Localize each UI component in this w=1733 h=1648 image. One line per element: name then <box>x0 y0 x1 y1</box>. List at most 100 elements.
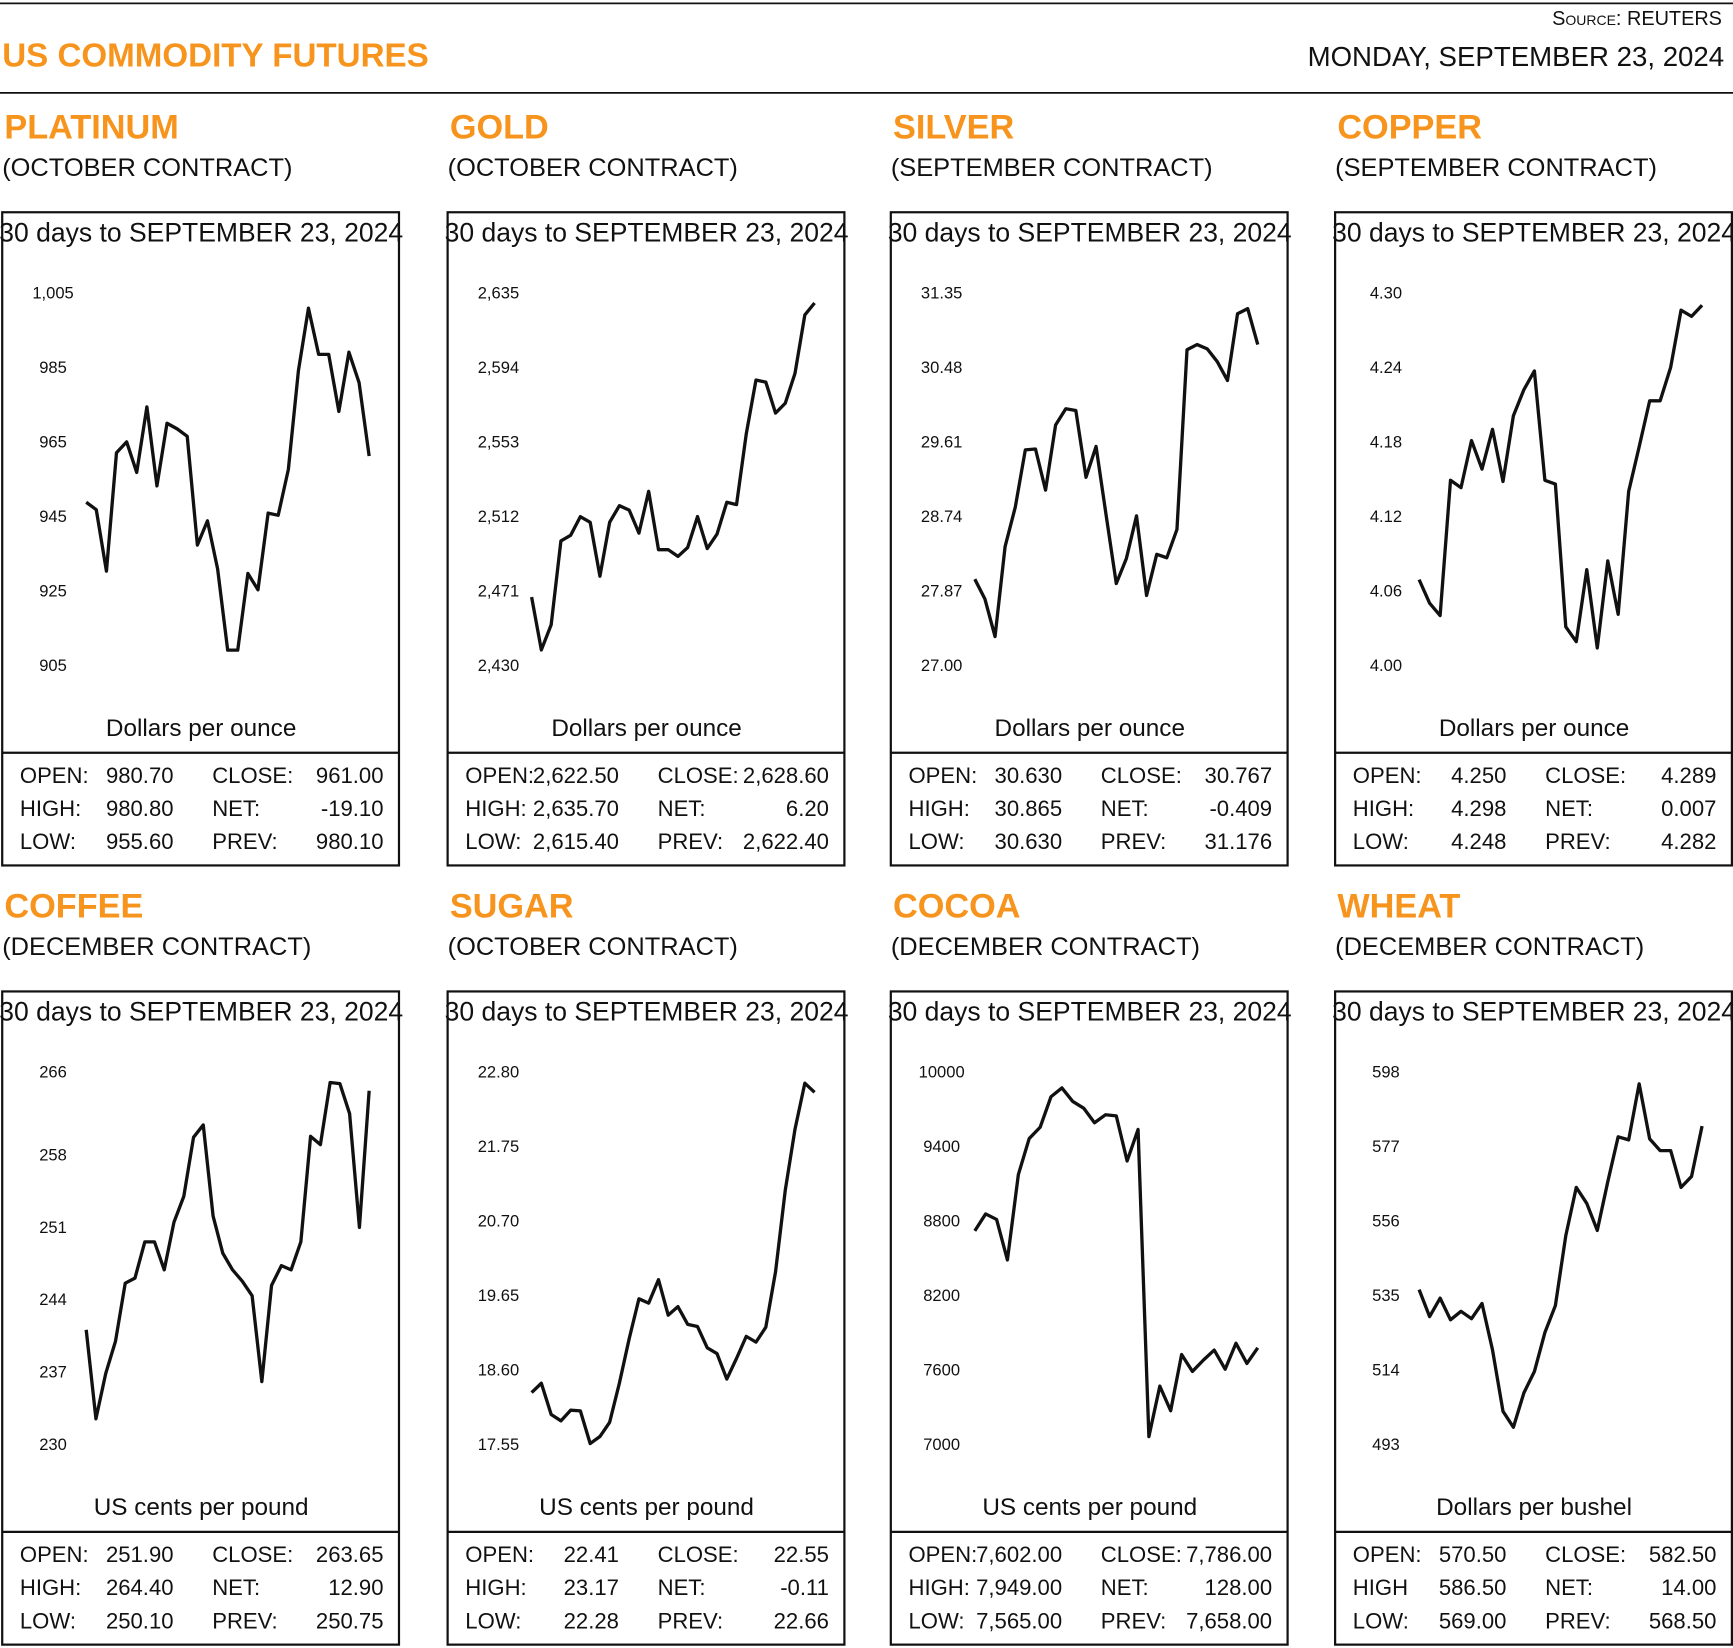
y-tick-label: 925 <box>39 581 67 600</box>
stat-value: 2,635.70 <box>533 796 619 821</box>
stat-value: 980.10 <box>316 829 384 854</box>
stat-value: 980.70 <box>106 763 174 788</box>
y-axis-label: US cents per pound <box>94 1494 309 1521</box>
stat-label: PREV: <box>1101 1608 1166 1633</box>
period: 30 days to SEPTEMBER 23, 2024 <box>888 997 1292 1027</box>
stat-value: 568.50 <box>1649 1608 1717 1633</box>
stat-value: 582.50 <box>1649 1542 1717 1567</box>
y-tick-label: 4.18 <box>1370 432 1402 451</box>
stat-value: 961.00 <box>316 763 384 788</box>
stat-value: 30.865 <box>995 796 1063 821</box>
y-axis-label: Dollars per ounce <box>1439 715 1629 742</box>
contract: (OCTOBER CONTRACT) <box>448 154 738 182</box>
y-tick-label: 30.48 <box>921 358 962 377</box>
stat-label: HIGH: <box>465 1575 526 1600</box>
chart-box <box>1334 211 1733 867</box>
stat-label: HIGH: <box>908 796 969 821</box>
y-tick-label: 21.75 <box>478 1137 519 1156</box>
stat-value: 7,658.00 <box>1186 1608 1272 1633</box>
stat-value: 14.00 <box>1661 1575 1716 1600</box>
stat-value: 250.10 <box>106 1608 174 1633</box>
y-tick-label: 7000 <box>923 1435 960 1454</box>
y-tick-label: 251 <box>39 1218 67 1237</box>
stat-label: CLOSE: <box>212 763 293 788</box>
stat-label: LOW: <box>465 1608 521 1633</box>
y-axis-label: Dollars per ounce <box>995 715 1185 742</box>
price-line <box>1417 1082 1704 1429</box>
price-line <box>1417 304 1704 650</box>
stat-value: 250.75 <box>316 1608 384 1633</box>
stat-label: OPEN: <box>908 1542 977 1567</box>
y-tick-label: 965 <box>39 432 67 451</box>
stat-label: PREV: <box>658 829 723 854</box>
stat-value: 7,786.00 <box>1186 1542 1272 1567</box>
stat-label: NET: <box>212 1575 260 1600</box>
stat-label: PREV: <box>1545 829 1610 854</box>
chart-box <box>1334 990 1733 1646</box>
stat-value: 4.248 <box>1451 829 1506 854</box>
stat-value: 4.298 <box>1451 796 1506 821</box>
source: Source: REUTERS <box>1552 8 1722 30</box>
stat-value: 569.00 <box>1439 1608 1507 1633</box>
stat-label: PREV: <box>212 1608 277 1633</box>
commodity-title: COFFEE <box>4 888 143 926</box>
y-tick-label: 19.65 <box>478 1286 519 1305</box>
stat-value: 264.40 <box>106 1575 174 1600</box>
y-tick-label: 18.60 <box>478 1361 519 1380</box>
y-tick-label: 10000 <box>919 1063 965 1082</box>
period: 30 days to SEPTEMBER 23, 2024 <box>0 217 403 247</box>
y-tick-label: 535 <box>1372 1286 1400 1305</box>
stat-value: 7,565.00 <box>976 1608 1062 1633</box>
y-tick-label: 9400 <box>923 1137 960 1156</box>
commodity-title: WHEAT <box>1337 888 1460 926</box>
stat-value: 955.60 <box>106 829 174 854</box>
y-tick-label: 493 <box>1372 1435 1400 1454</box>
stat-value: 4.289 <box>1661 763 1716 788</box>
stat-value: 2,622.40 <box>743 829 829 854</box>
stat-label: OPEN: <box>20 763 89 788</box>
y-axis-label: US cents per pound <box>539 1494 754 1521</box>
stat-label: LOW: <box>465 829 521 854</box>
y-tick-label: 230 <box>39 1435 67 1454</box>
stat-value: 31.176 <box>1205 829 1273 854</box>
date: MONDAY, SEPTEMBER 23, 2024 <box>1308 41 1725 72</box>
stat-value: 570.50 <box>1439 1542 1507 1567</box>
stat-label: HIGH: <box>20 1575 81 1600</box>
stat-value: 128.00 <box>1205 1575 1273 1600</box>
stat-label: OPEN: <box>465 763 534 788</box>
y-tick-label: 20.70 <box>478 1212 519 1231</box>
y-tick-label: 7600 <box>923 1361 960 1380</box>
stat-label: LOW: <box>20 1608 76 1633</box>
commodity-title: PLATINUM <box>4 108 178 146</box>
stat-label: OPEN: <box>908 763 977 788</box>
stat-label: CLOSE: <box>1545 763 1626 788</box>
period: 30 days to SEPTEMBER 23, 2024 <box>0 997 403 1027</box>
stat-value: 980.80 <box>106 796 174 821</box>
y-tick-label: 2,594 <box>478 358 519 377</box>
y-tick-label: 985 <box>39 358 67 377</box>
stat-value: -0.11 <box>780 1575 829 1600</box>
y-tick-label: 27.00 <box>921 656 962 675</box>
commodity-title: COCOA <box>893 888 1020 926</box>
price-line <box>973 1086 1260 1439</box>
stat-label: NET: <box>1545 1575 1593 1600</box>
stat-label: NET: <box>212 796 260 821</box>
y-tick-label: 4.00 <box>1370 656 1402 675</box>
period: 30 days to SEPTEMBER 23, 2024 <box>445 997 849 1027</box>
y-axis-label: Dollars per ounce <box>551 715 741 742</box>
commodity-title: SUGAR <box>450 888 574 926</box>
period: 30 days to SEPTEMBER 23, 2024 <box>888 217 1292 247</box>
stat-label: OPEN: <box>20 1542 89 1567</box>
stat-label: LOW: <box>1353 1608 1409 1633</box>
y-tick-label: 237 <box>39 1363 67 1382</box>
stat-value: 30.630 <box>995 763 1063 788</box>
y-tick-label: 31.35 <box>921 283 962 302</box>
contract: (OCTOBER CONTRACT) <box>2 154 292 182</box>
y-tick-label: 4.06 <box>1370 581 1402 600</box>
y-tick-label: 2,553 <box>478 432 519 451</box>
stat-label: HIGH <box>1353 1575 1408 1600</box>
stat-label: CLOSE: <box>1101 763 1182 788</box>
stat-value: 4.250 <box>1451 763 1506 788</box>
stat-value: 2,628.60 <box>743 763 829 788</box>
price-line <box>85 306 371 652</box>
